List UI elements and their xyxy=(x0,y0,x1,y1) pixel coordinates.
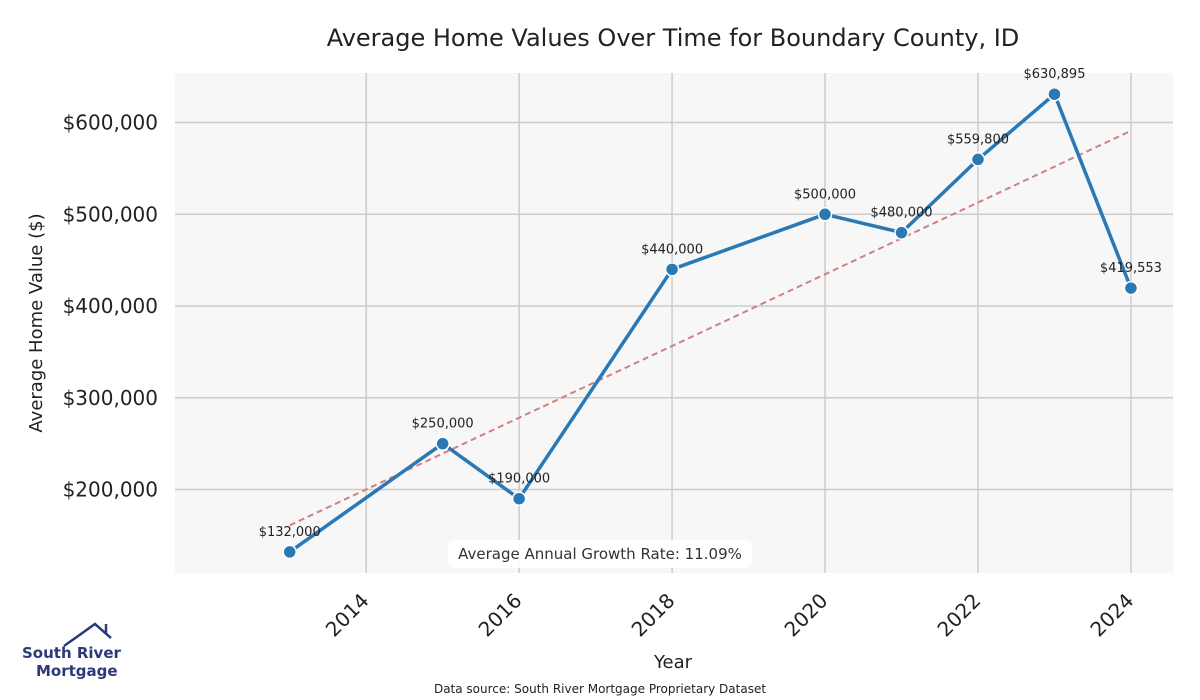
house-roof-icon xyxy=(63,622,112,648)
data-point-2016 xyxy=(511,491,527,506)
x-tick-2018: 2018 xyxy=(627,588,680,641)
data-label-2022: $559,800 xyxy=(947,132,1009,147)
x-tick-2020: 2020 xyxy=(779,588,832,641)
data-point-2020 xyxy=(817,207,833,222)
logo-line2: Mortgage xyxy=(36,662,118,680)
logo: South River Mortgage xyxy=(22,622,122,680)
y-tick-labels: $200,000 $300,000 $400,000 $500,000 $600,000 xyxy=(63,111,158,502)
growth-rate-annotation: Average Annual Growth Rate: 11.09% xyxy=(448,540,752,568)
chart-title: Average Home Values Over Time for Bounda… xyxy=(327,24,1020,52)
data-point-2018 xyxy=(664,262,680,277)
trendline xyxy=(289,129,1132,527)
y-tick-2: $400,000 xyxy=(63,294,158,318)
grid xyxy=(175,73,1173,573)
data-point-2013 xyxy=(282,544,297,560)
x-tick-2022: 2022 xyxy=(932,588,985,641)
data-label-2023: $630,895 xyxy=(1023,67,1085,82)
data-point-2023 xyxy=(1047,86,1062,102)
data-point-2022 xyxy=(970,152,986,167)
y-tick-3: $500,000 xyxy=(63,202,158,226)
source-note: Data source: South River Mortgage Propri… xyxy=(434,682,766,696)
data-label-2018: $440,000 xyxy=(641,242,703,257)
data-point-2015 xyxy=(435,436,450,451)
y-tick-4: $600,000 xyxy=(63,111,158,135)
data-label-2013: $132,000 xyxy=(259,525,321,540)
data-label-2021: $480,000 xyxy=(870,206,932,221)
y-axis-title: Average Home Value ($) xyxy=(26,213,47,432)
data-label-2024: $419,553 xyxy=(1100,261,1162,276)
logo-line1: South River xyxy=(22,644,122,662)
x-tick-2024: 2024 xyxy=(1085,588,1138,641)
x-tick-labels: 2014 2016 2018 2020 2022 2024 xyxy=(321,588,1139,641)
plot-area xyxy=(175,73,1173,573)
data-point-2021 xyxy=(894,225,909,240)
data-labels: $132,000 $250,000 $190,000 $440,000 $500,000… xyxy=(259,67,1162,540)
y-tick-0: $200,000 xyxy=(63,478,158,502)
data-points xyxy=(282,86,1139,560)
data-label-2020: $500,000 xyxy=(794,187,856,202)
data-label-2015: $250,000 xyxy=(412,417,474,432)
data-point-2024 xyxy=(1123,280,1139,296)
x-tick-2016: 2016 xyxy=(474,588,527,641)
trendline-line xyxy=(289,129,1132,527)
x-tick-2014: 2014 xyxy=(321,588,374,641)
y-tick-1: $300,000 xyxy=(63,386,158,410)
data-label-2016: $190,000 xyxy=(488,472,550,487)
x-axis-title: Year xyxy=(653,652,693,673)
growth-rate-text: Average Annual Growth Rate: 11.09% xyxy=(458,545,742,563)
